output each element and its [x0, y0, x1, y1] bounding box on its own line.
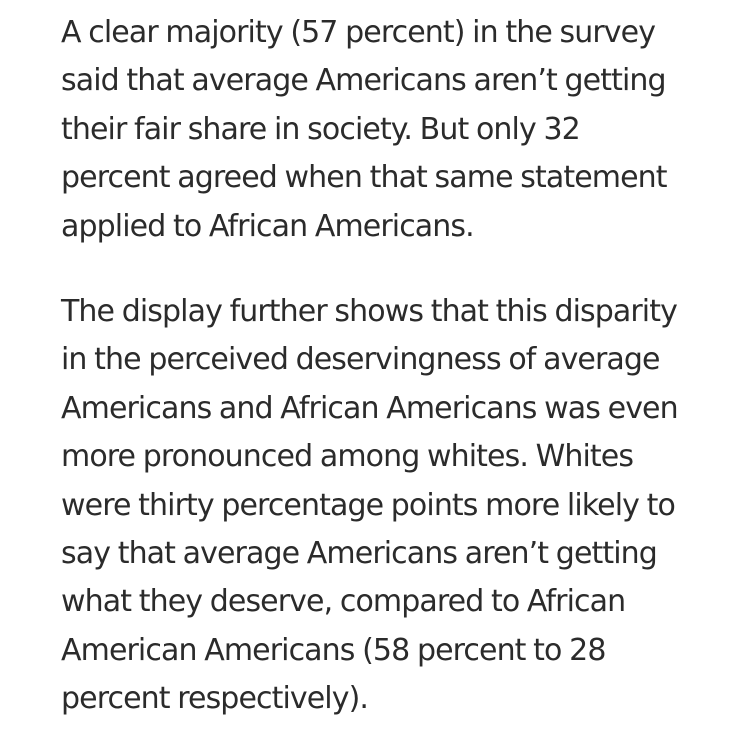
- text-line: A clear majority (57 percent) in the sur…: [61, 15, 656, 50]
- text-line: were thirty percentage points more likel…: [61, 487, 676, 523]
- text-line: The display further shows that this disp…: [61, 294, 678, 330]
- text-line: say that average Americans aren’t gettin…: [61, 536, 658, 572]
- text-line: Americans and African Americans was even: [61, 390, 679, 426]
- text-line: percent respectively).: [61, 681, 369, 717]
- text-line: said that average Americans aren’t getti…: [61, 63, 667, 99]
- text-line: applied to African Americans.: [61, 208, 475, 244]
- paragraph-disparity: The display further shows that this disp…: [61, 288, 733, 724]
- text-line: in the perceived deservingness of averag…: [61, 342, 661, 378]
- text-line: American Americans (58 percent to 28: [61, 632, 606, 668]
- article-body: A clear majority (57 percent) in the sur…: [61, 0, 733, 724]
- text-line: more pronounced among whites. Whites: [61, 439, 634, 475]
- text-line: their fair share in society. But only 32: [61, 111, 581, 147]
- paragraph-survey-majority: A clear majority (57 percent) in the sur…: [61, 0, 733, 251]
- text-line: what they deserve, compared to African: [61, 584, 626, 620]
- text-line: percent agreed when that same statement: [61, 160, 668, 196]
